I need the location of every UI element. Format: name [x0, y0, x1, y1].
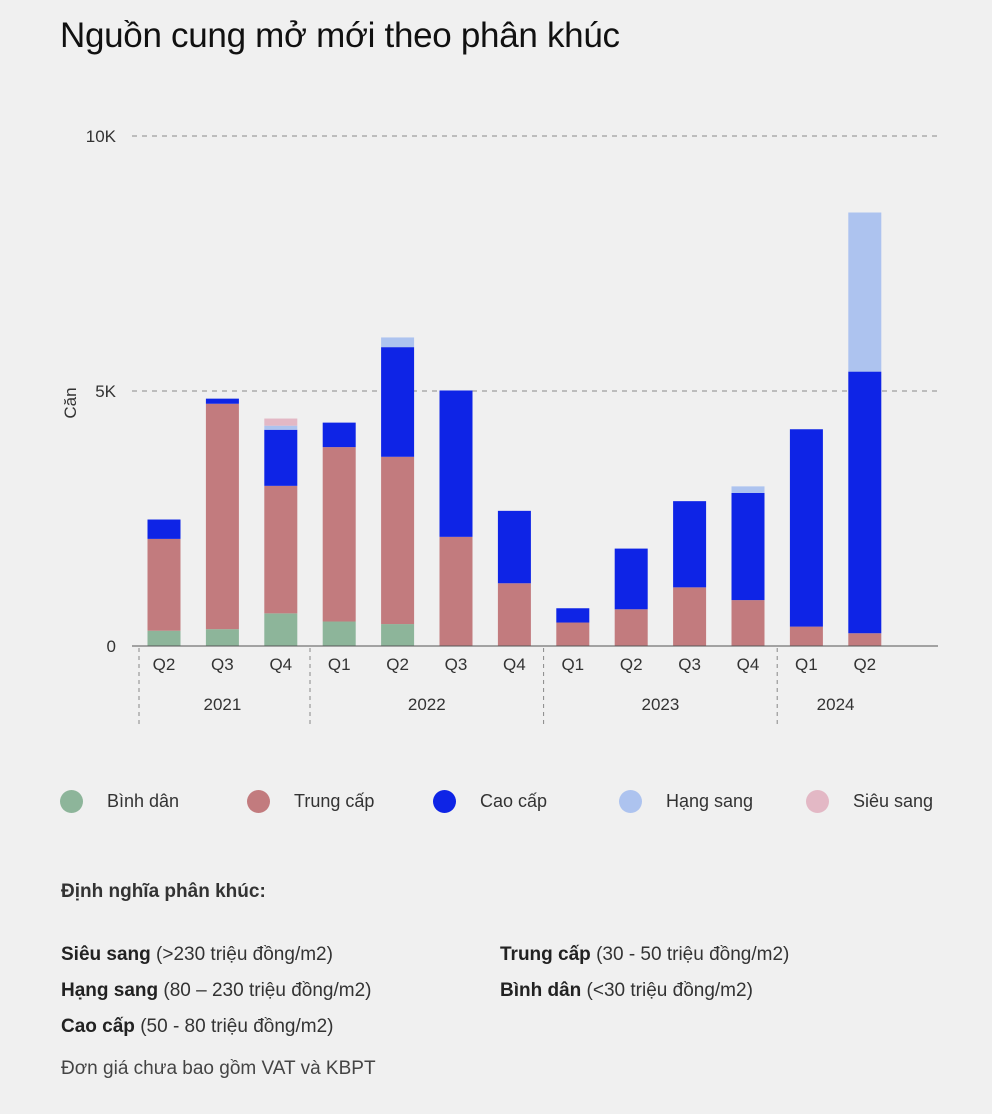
legend-item-hang-sang: Hạng sang	[619, 786, 753, 816]
x-tick-label: Q2	[153, 655, 176, 674]
bar-segment	[731, 600, 765, 646]
chart-title: Nguồn cung mở mới theo phân khúc	[60, 16, 620, 55]
legend-item-trung-cap: Trung cấp	[247, 786, 374, 816]
definition-cao-cap: Cao cấp (50 - 80 triệu đồng/m2)	[61, 1016, 333, 1038]
definitions-heading: Định nghĩa phân khúc:	[61, 881, 266, 902]
x-tick-label: Q4	[269, 655, 292, 674]
legend-label-trung-cap: Trung cấp	[294, 790, 375, 811]
definition-name: Hạng sang	[61, 980, 159, 1001]
legend-swatch-hang-sang	[619, 789, 642, 813]
x-tick-label: Q4	[503, 655, 526, 674]
legend-label-binh-dan: Bình dân	[107, 790, 180, 811]
legend-item-sieu-sang: Siêu sang	[806, 786, 933, 816]
x-tick-label: Q2	[853, 655, 876, 674]
bar-segment	[381, 456, 415, 625]
x-group-label: 2021	[203, 695, 241, 714]
bar-segment	[322, 422, 356, 448]
definition-name: Cao cấp	[61, 1016, 135, 1037]
bar-segment	[264, 485, 298, 614]
bar-segment	[614, 609, 648, 646]
definition-name: Trung cấp	[500, 944, 591, 965]
x-tick-label: Q1	[795, 655, 818, 674]
bar-segment	[205, 629, 239, 646]
x-tick-label: Q1	[328, 655, 351, 674]
x-group-label: 2024	[817, 695, 855, 714]
legend-label-sieu-sang: Siêu sang	[853, 790, 934, 811]
legend-swatch-sieu-sang	[806, 789, 829, 813]
x-tick-label: Q3	[211, 655, 234, 674]
bar-segment	[205, 403, 239, 630]
y-tick-label: 10K	[86, 127, 117, 146]
x-tick-label: Q3	[445, 655, 468, 674]
definition-hang-sang: Hạng sang (80 – 230 triệu đồng/m2)	[61, 980, 371, 1002]
bar-segment	[848, 633, 882, 646]
bar-segment	[731, 493, 765, 601]
legend-swatch-cao-cap	[433, 789, 456, 813]
definition-range: (30 - 50 triệu đồng/m2)	[590, 944, 790, 965]
bar-segment	[264, 613, 298, 646]
definition-binh-dan: Bình dân (<30 triệu đồng/m2)	[500, 980, 753, 1002]
bar-segment	[848, 212, 882, 372]
definition-range: (50 - 80 triệu đồng/m2)	[134, 1016, 334, 1037]
y-tick-label: 0	[107, 637, 116, 656]
definition-range: (>230 triệu đồng/m2)	[150, 944, 333, 965]
bar-segment	[381, 624, 415, 646]
bar-segment	[789, 429, 823, 627]
price-note: Đơn giá chưa bao gồm VAT và KBPT	[61, 1058, 376, 1079]
bar-segment	[381, 347, 415, 457]
bar-segment	[381, 337, 415, 348]
bar-segment	[439, 390, 473, 537]
bar-segment	[322, 621, 356, 646]
bar-segment	[673, 587, 707, 646]
x-tick-label: Q3	[678, 655, 701, 674]
definition-range: (80 – 230 triệu đồng/m2)	[158, 980, 372, 1001]
definition-name: Bình dân	[500, 980, 582, 1001]
definition-range: (<30 triệu đồng/m2)	[581, 980, 753, 1001]
x-tick-label: Q2	[620, 655, 643, 674]
bar-segment	[147, 538, 181, 631]
bar-segment	[147, 630, 181, 646]
y-tick-label: 5K	[95, 382, 116, 401]
bar-segment	[497, 583, 531, 646]
bar-segment	[556, 622, 590, 646]
bar-segment	[789, 626, 823, 646]
bar-segment	[673, 501, 707, 588]
bar-segment	[264, 418, 298, 426]
x-tick-label: Q2	[386, 655, 409, 674]
x-group-label: 2023	[641, 695, 679, 714]
bar-segment	[322, 447, 356, 622]
bar-segment	[497, 510, 531, 584]
x-tick-label: Q4	[737, 655, 760, 674]
bar-segment	[264, 429, 298, 486]
definition-trung-cap: Trung cấp (30 - 50 triệu đồng/m2)	[500, 944, 789, 966]
bar-segment	[205, 398, 239, 404]
y-axis-label: Căn	[61, 387, 80, 418]
legend-item-cao-cap: Cao cấp	[433, 786, 547, 816]
legend-label-hang-sang: Hạng sang	[666, 790, 754, 811]
legend-item-binh-dan: Bình dân	[60, 786, 179, 816]
bar-segment	[439, 536, 473, 646]
definition-name: Siêu sang	[61, 944, 151, 965]
bar-segment	[264, 425, 298, 430]
bar-segment	[848, 371, 882, 634]
bar-segment	[556, 608, 590, 623]
definition-sieu-sang: Siêu sang (>230 triệu đồng/m2)	[61, 944, 333, 966]
x-group-label: 2022	[408, 695, 446, 714]
stacked-bar-chart: 0 5K 10K Căn Q2 Q3 Q4 Q1 Q2 Q3 Q4 Q1 Q2 Q3 Q4 Q1 Q2 2021 2…	[61, 127, 938, 728]
legend-label-cao-cap: Cao cấp	[480, 790, 548, 811]
bar-segment	[147, 519, 181, 539]
legend-swatch-trung-cap	[247, 789, 270, 813]
bar-segment	[731, 486, 765, 493]
bar-segment	[614, 548, 648, 610]
legend-swatch-binh-dan	[60, 789, 83, 813]
chart-legend: Bình dân Trung cấp Cao cấp Hạng sang Siê…	[0, 786, 992, 816]
x-tick-label: Q1	[561, 655, 584, 674]
